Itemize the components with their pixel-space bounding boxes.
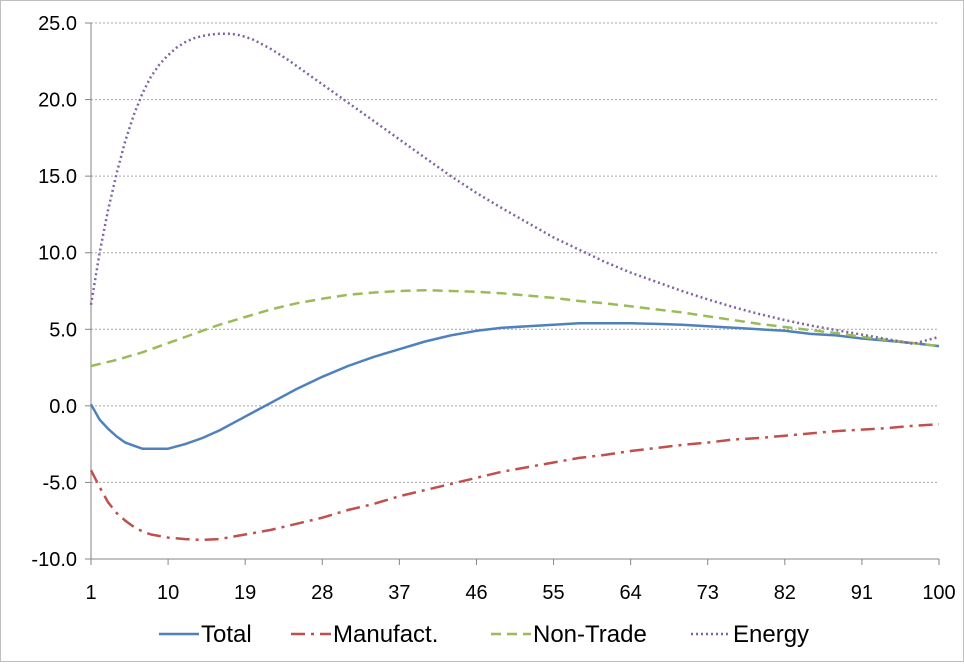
axes bbox=[90, 23, 939, 560]
x-tick-label: 91 bbox=[851, 582, 873, 604]
series-line-non-trade bbox=[90, 288, 940, 368]
y-tick-label: 15.0 bbox=[38, 166, 77, 188]
legend: Total Manufact. Non-Trade Energy bbox=[159, 621, 809, 648]
y-tick-label: 10.0 bbox=[38, 243, 77, 265]
y-tick-label: 0.0 bbox=[49, 396, 77, 418]
gridlines bbox=[91, 22, 939, 483]
legend-label: Energy bbox=[733, 621, 809, 648]
legend-label: Manufact. bbox=[333, 621, 438, 648]
x-tick-label: 19 bbox=[234, 582, 256, 604]
y-tick-label: -5.0 bbox=[43, 472, 77, 494]
x-tick-label: 64 bbox=[620, 582, 642, 604]
legend-label: Total bbox=[201, 621, 252, 648]
legend-label: Non-Trade bbox=[533, 621, 647, 648]
x-tick-label: 82 bbox=[774, 582, 796, 604]
x-tick-label: 46 bbox=[465, 582, 487, 604]
y-tick-label: 5.0 bbox=[49, 319, 77, 341]
x-tick-label: 100 bbox=[922, 582, 955, 604]
x-tick-labels: 1 10 19 28 37 46 55 64 73 82 91 100 bbox=[85, 559, 956, 604]
y-tick-label: -10.0 bbox=[31, 549, 77, 571]
series-lines bbox=[89, 32, 940, 542]
series-line-energy bbox=[89, 32, 940, 346]
x-tick-label: 1 bbox=[85, 582, 96, 604]
y-tick-labels: 25.0 20.0 15.0 10.0 5.0 0.0 -5.0 -10.0 bbox=[31, 13, 91, 571]
x-tick-label: 28 bbox=[311, 582, 333, 604]
x-tick-label: 37 bbox=[388, 582, 410, 604]
x-tick-label: 73 bbox=[697, 582, 719, 604]
x-tick-label: 10 bbox=[157, 582, 179, 604]
y-tick-label: 25.0 bbox=[38, 13, 77, 35]
x-tick-label: 55 bbox=[542, 582, 564, 604]
y-tick-label: 20.0 bbox=[38, 90, 77, 112]
series-line-total bbox=[89, 321, 940, 450]
series-line-manufact bbox=[89, 422, 940, 542]
